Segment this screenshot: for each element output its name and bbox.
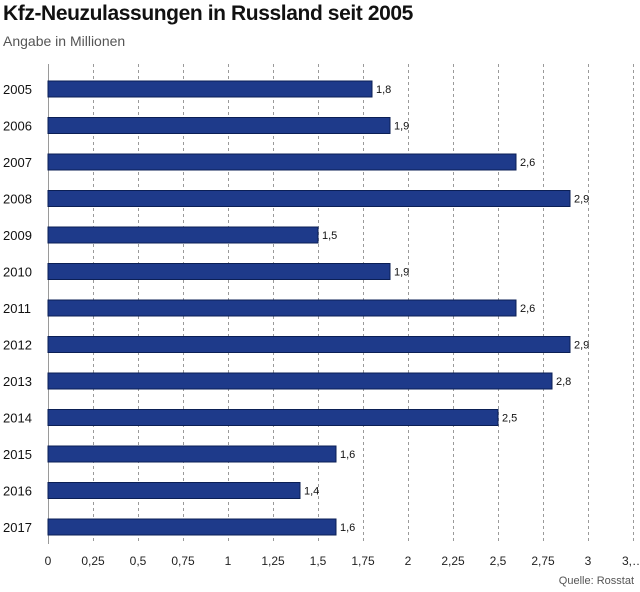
bar-2015 <box>47 445 337 463</box>
category-label-2010: 2010 <box>3 265 32 280</box>
x-tick-label: 3,… <box>622 554 640 568</box>
category-label-2005: 2005 <box>3 82 32 97</box>
data-label-2008: 2,9 <box>574 194 589 206</box>
category-label-2015: 2015 <box>3 447 32 462</box>
bars <box>47 80 571 536</box>
data-label-2006: 1,9 <box>394 121 409 133</box>
bar-2007 <box>47 153 517 171</box>
bar-2013 <box>47 372 553 390</box>
x-tick-label: 1,5 <box>310 554 327 568</box>
category-label-2007: 2007 <box>3 155 32 170</box>
data-label-2015: 1,6 <box>340 449 355 461</box>
x-tick-label: 0,75 <box>171 554 195 568</box>
x-tick-label: 0,25 <box>81 554 105 568</box>
data-label-2005: 1,8 <box>376 84 391 96</box>
data-label-2007: 2,6 <box>520 157 535 169</box>
chart-subtitle: Angabe in Millionen <box>3 33 126 49</box>
category-label-2012: 2012 <box>3 338 32 353</box>
bar-2006 <box>47 117 391 134</box>
bar-2010 <box>47 263 391 280</box>
x-tick-label: 0 <box>45 554 52 568</box>
chart-title: Kfz-Neuzulassungen in Russland seit 2005 <box>3 2 413 25</box>
category-label-2008: 2008 <box>3 192 32 207</box>
x-tick-label: 1 <box>225 554 232 568</box>
data-label-2012: 2,9 <box>574 340 589 352</box>
bar-2016 <box>47 482 301 499</box>
category-labels: 2005 2006 2007 2008 2009 2010 2011 2012 2013 2014… <box>3 82 32 535</box>
category-label-2014: 2014 <box>3 411 32 426</box>
bar-2009 <box>47 226 319 244</box>
category-label-2006: 2006 <box>3 119 32 134</box>
data-label-2010: 1,9 <box>394 267 409 279</box>
x-tick-label: 2,5 <box>490 554 507 568</box>
bar-2008 <box>47 190 571 207</box>
x-tick-label: 2,25 <box>441 554 465 568</box>
x-tick-label: 0,5 <box>130 554 147 568</box>
data-label-2017: 1,6 <box>340 522 355 534</box>
bar-2017 <box>47 518 337 536</box>
data-label-2009: 1,5 <box>322 230 337 242</box>
x-tick-label: 1,75 <box>351 554 375 568</box>
category-label-2009: 2009 <box>3 228 32 243</box>
bar-2012 <box>47 336 571 353</box>
category-label-2011: 2011 <box>3 301 31 316</box>
data-label-2013: 2,8 <box>556 376 571 388</box>
bar-2005 <box>47 80 373 98</box>
category-label-2017: 2017 <box>3 520 32 535</box>
x-tick-label: 2 <box>405 554 412 568</box>
data-label-2011: 2,6 <box>520 303 535 315</box>
x-axis-tick-labels: 0 0,25 0,5 0,75 1 1,25 1,5 1,75 2 2,25 2,5 2,75 3 3,… <box>45 554 640 568</box>
category-label-2013: 2013 <box>3 374 32 389</box>
data-label-2016: 1,4 <box>304 486 319 498</box>
category-label-2016: 2016 <box>3 484 32 499</box>
bar-2011 <box>47 299 517 317</box>
x-tick-label: 2,75 <box>531 554 555 568</box>
bar-2014 <box>47 409 499 426</box>
x-tick-label: 1,25 <box>261 554 285 568</box>
data-labels: 1,8 1,9 2,6 2,9 1,5 1,9 2,6 2,9 2,8 2,5 1,6 1,4 1,6 <box>304 84 589 534</box>
x-tick-label: 3 <box>585 554 592 568</box>
source-note: Quelle: Rosstat <box>558 575 634 587</box>
data-label-2014: 2,5 <box>502 413 517 425</box>
